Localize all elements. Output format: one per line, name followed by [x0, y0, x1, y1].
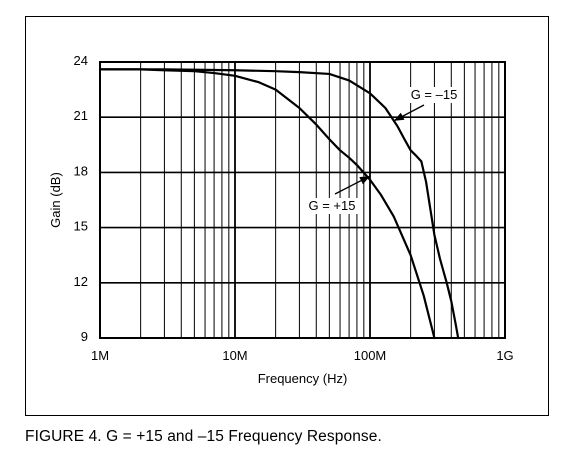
grid [100, 62, 505, 338]
x-tick-label: 10M [222, 348, 247, 363]
y-axis-label: Gain (dB) [48, 172, 63, 228]
x-tick-label: 1M [91, 348, 109, 363]
x-axis-label: Frequency (Hz) [258, 371, 348, 386]
tick-labels: 1M 10M 100M 1G 24 21 18 15 12 9 [74, 53, 514, 363]
y-tick-label: 9 [81, 329, 88, 344]
annotation-g-minus-15-label-bg [405, 87, 463, 103]
plot-area-border [99, 61, 506, 339]
figure-caption: FIGURE 4. G = +15 and –15 Frequency Resp… [25, 428, 382, 445]
y-tick-label: 15 [74, 219, 88, 234]
annotation-g-minus-15-arrowhead [393, 112, 405, 121]
y-tick-label: 12 [74, 274, 88, 289]
figure-frame [25, 16, 549, 416]
annotation-g-plus-15-label-bg [303, 198, 361, 214]
x-tick-label: 100M [354, 348, 387, 363]
y-tick-label: 21 [74, 108, 88, 123]
series-line-g-minus-15 [98, 68, 460, 340]
y-tick-label: 18 [74, 163, 88, 178]
frequency-response-chart: 1M 10M 100M 1G 24 21 18 15 12 9 Frequency (Hz) Ga… [48, 53, 514, 386]
y-tick-label: 24 [74, 53, 88, 68]
annotations: G = –15 G = +15 [303, 87, 463, 214]
annotation-g-plus-15-label: G = +15 [309, 198, 356, 213]
annotation-g-minus-15-label: G = –15 [411, 87, 458, 102]
series-layer [98, 68, 460, 340]
x-tick-label: 1G [496, 348, 513, 363]
series-line-g-plus-15 [98, 68, 436, 340]
annotation-g-plus-15-arrowhead [359, 176, 370, 185]
